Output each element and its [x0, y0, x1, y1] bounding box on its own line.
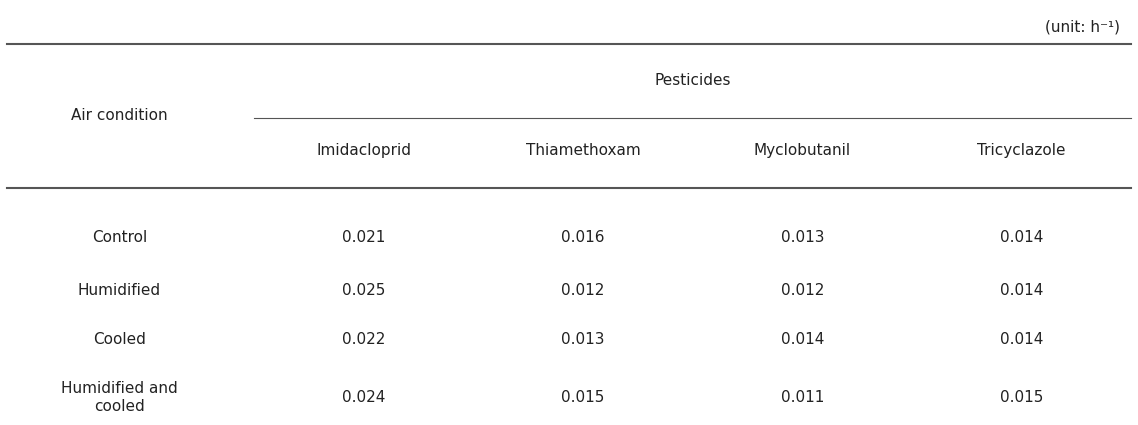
- Text: 0.012: 0.012: [561, 283, 604, 298]
- Text: 0.013: 0.013: [561, 332, 604, 348]
- Text: 0.022: 0.022: [343, 332, 386, 348]
- Text: Imidacloprid: Imidacloprid: [316, 143, 411, 159]
- Text: Thiamethoxam: Thiamethoxam: [526, 143, 641, 159]
- Text: Humidified: Humidified: [77, 283, 160, 298]
- Text: (unit: h⁻¹): (unit: h⁻¹): [1045, 19, 1120, 34]
- Text: 0.014: 0.014: [1000, 230, 1044, 245]
- Text: Humidified and
cooled: Humidified and cooled: [61, 381, 178, 414]
- Text: 0.013: 0.013: [781, 230, 824, 245]
- Text: 0.016: 0.016: [561, 230, 604, 245]
- Text: 0.015: 0.015: [561, 390, 604, 405]
- Text: 0.014: 0.014: [1000, 283, 1044, 298]
- Text: 0.024: 0.024: [343, 390, 386, 405]
- Text: Pesticides: Pesticides: [654, 74, 731, 88]
- Text: 0.011: 0.011: [781, 390, 824, 405]
- Text: Air condition: Air condition: [71, 108, 167, 123]
- Text: 0.014: 0.014: [781, 332, 824, 348]
- Text: 0.015: 0.015: [1000, 390, 1044, 405]
- Text: 0.025: 0.025: [343, 283, 386, 298]
- Text: Tricyclazole: Tricyclazole: [978, 143, 1065, 159]
- Text: 0.021: 0.021: [343, 230, 386, 245]
- Text: Myclobutanil: Myclobutanil: [753, 143, 851, 159]
- Text: 0.014: 0.014: [1000, 332, 1044, 348]
- Text: 0.012: 0.012: [781, 283, 824, 298]
- Text: Cooled: Cooled: [93, 332, 146, 348]
- Text: Control: Control: [92, 230, 147, 245]
